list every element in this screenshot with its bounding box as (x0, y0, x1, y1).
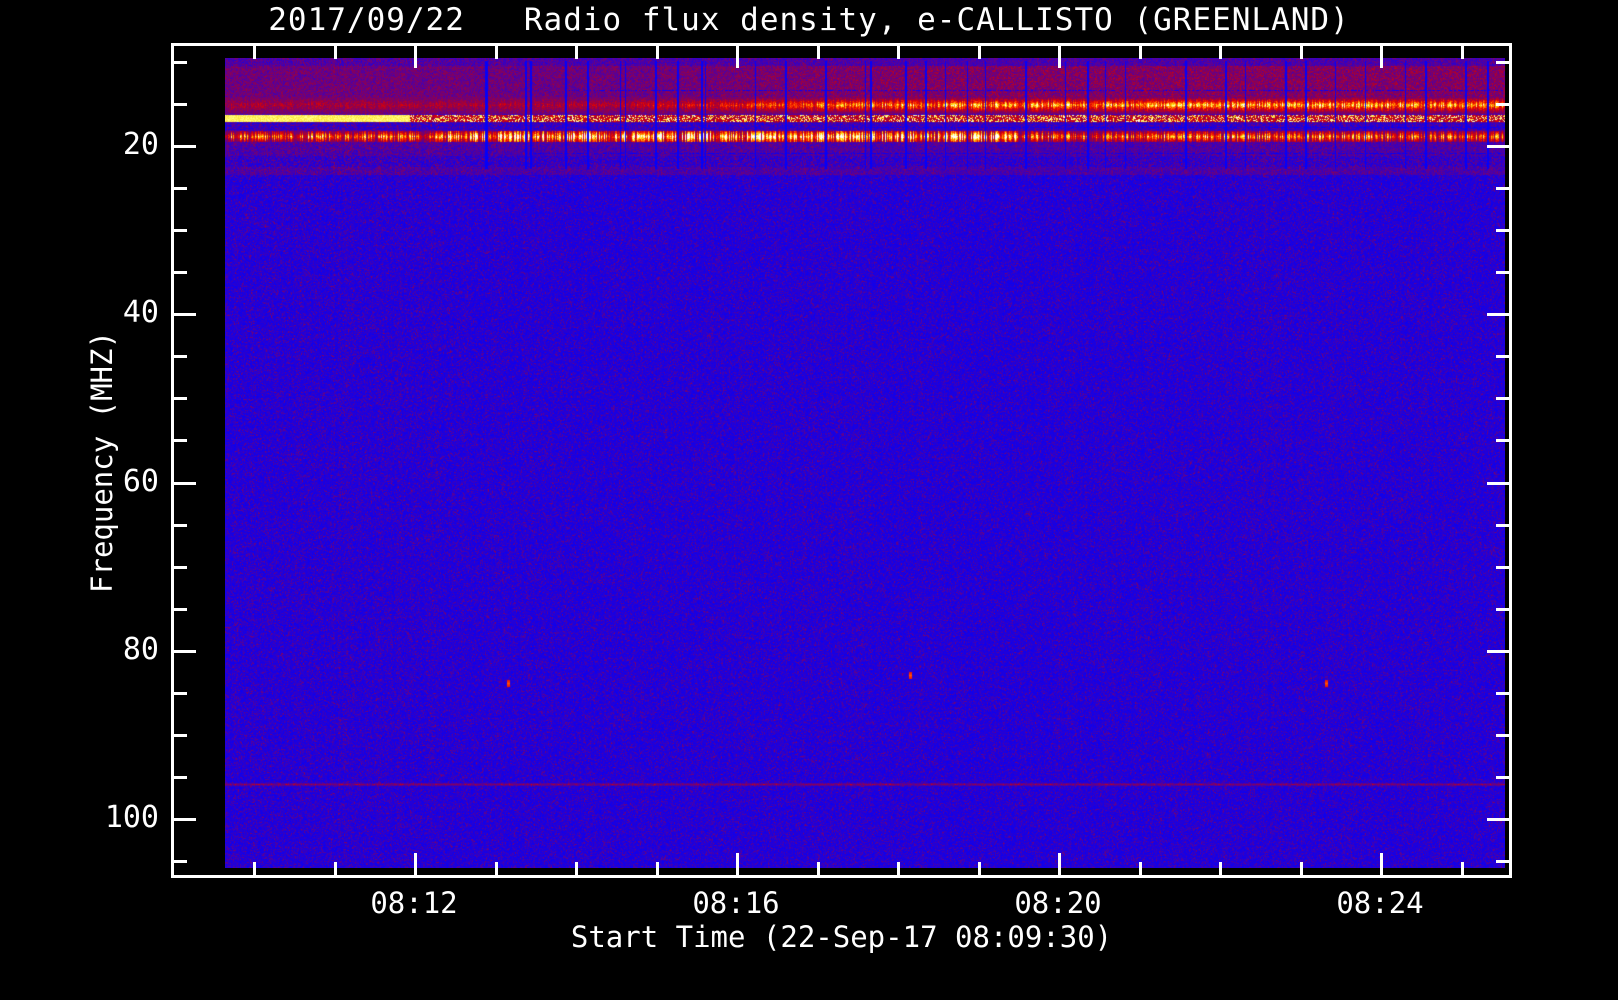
y-tick-right-50 (1496, 397, 1509, 400)
y-tick-right-85 (1496, 692, 1509, 695)
y-tick-60 (174, 482, 196, 485)
x-tick-10 (253, 862, 256, 875)
y-tick-right-30 (1496, 229, 1509, 232)
x-tick-top-10 (253, 46, 256, 59)
y-tick-100 (174, 818, 196, 821)
y-tick-85 (174, 692, 187, 695)
y-tick-15 (174, 103, 187, 106)
x-tick-13 (495, 862, 498, 875)
y-tick-right-45 (1496, 355, 1509, 358)
x-tick-16 (736, 853, 739, 875)
y-tick-label-80: 80 (122, 632, 159, 667)
x-tick-top-23 (1300, 46, 1303, 59)
x-tick-top-18 (897, 46, 900, 59)
y-tick-80 (174, 650, 196, 653)
x-tick-label-08:24: 08:24 (1336, 886, 1424, 920)
x-tick-24 (1380, 853, 1383, 875)
y-axis-title: Frequency (MHZ) (85, 331, 119, 593)
y-tick-right-75 (1496, 608, 1509, 611)
page-title: 2017/09/22 Radio flux density, e-CALLIST… (268, 2, 1350, 38)
y-tick-right-55 (1496, 439, 1509, 442)
y-tick-right-35 (1496, 271, 1509, 274)
x-tick-14 (575, 862, 578, 875)
x-tick-11 (334, 862, 337, 875)
x-tick-15 (656, 862, 659, 875)
x-tick-top-11 (334, 46, 337, 59)
y-tick-105 (174, 860, 187, 863)
y-tick-75 (174, 608, 187, 611)
y-tick-10 (174, 61, 187, 64)
y-tick-right-90 (1496, 734, 1509, 737)
x-tick-label-08:12: 08:12 (370, 886, 458, 920)
x-tick-top-21 (1139, 46, 1142, 59)
y-tick-40 (174, 313, 196, 316)
x-tick-top-15 (656, 46, 659, 59)
y-tick-95 (174, 776, 187, 779)
y-tick-label-20: 20 (122, 127, 159, 162)
x-tick-19 (978, 862, 981, 875)
plot-frame (171, 43, 1512, 878)
y-tick-25 (174, 187, 187, 190)
x-tick-top-22 (1219, 46, 1222, 59)
x-tick-23 (1300, 862, 1303, 875)
x-tick-top-16 (736, 46, 739, 68)
x-tick-25 (1461, 862, 1464, 875)
y-tick-right-100 (1487, 818, 1509, 821)
y-tick-70 (174, 566, 187, 569)
x-tick-top-14 (575, 46, 578, 59)
x-axis-title: Start Time (22-Sep-17 08:09:30) (570, 920, 1113, 954)
x-tick-top-20 (1058, 46, 1061, 68)
y-tick-35 (174, 271, 187, 274)
x-tick-12 (414, 853, 417, 875)
spectrogram-canvas (225, 58, 1505, 868)
y-tick-right-40 (1487, 313, 1509, 316)
x-tick-22 (1219, 862, 1222, 875)
y-tick-right-20 (1487, 145, 1509, 148)
y-tick-45 (174, 355, 187, 358)
x-tick-21 (1139, 862, 1142, 875)
y-tick-right-60 (1487, 482, 1509, 485)
y-tick-label-40: 40 (122, 295, 159, 330)
y-tick-right-105 (1496, 860, 1509, 863)
x-tick-20 (1058, 853, 1061, 875)
x-tick-label-08:20: 08:20 (1014, 886, 1102, 920)
y-tick-right-10 (1496, 61, 1509, 64)
y-tick-label-60: 60 (122, 464, 159, 499)
x-tick-18 (897, 862, 900, 875)
y-tick-50 (174, 397, 187, 400)
x-tick-top-17 (817, 46, 820, 59)
spectrogram-image (225, 58, 1505, 868)
y-tick-right-95 (1496, 776, 1509, 779)
y-tick-55 (174, 439, 187, 442)
y-tick-65 (174, 524, 187, 527)
x-tick-label-08:16: 08:16 (692, 886, 780, 920)
x-tick-top-12 (414, 46, 417, 68)
y-tick-label-100: 100 (104, 800, 159, 835)
x-tick-top-25 (1461, 46, 1464, 59)
y-tick-right-25 (1496, 187, 1509, 190)
x-tick-top-13 (495, 46, 498, 59)
y-tick-right-65 (1496, 524, 1509, 527)
y-tick-right-80 (1487, 650, 1509, 653)
y-tick-right-70 (1496, 566, 1509, 569)
x-tick-top-24 (1380, 46, 1383, 68)
x-tick-17 (817, 862, 820, 875)
y-tick-right-15 (1496, 103, 1509, 106)
y-tick-30 (174, 229, 187, 232)
x-tick-top-19 (978, 46, 981, 59)
y-tick-20 (174, 145, 196, 148)
y-tick-90 (174, 734, 187, 737)
